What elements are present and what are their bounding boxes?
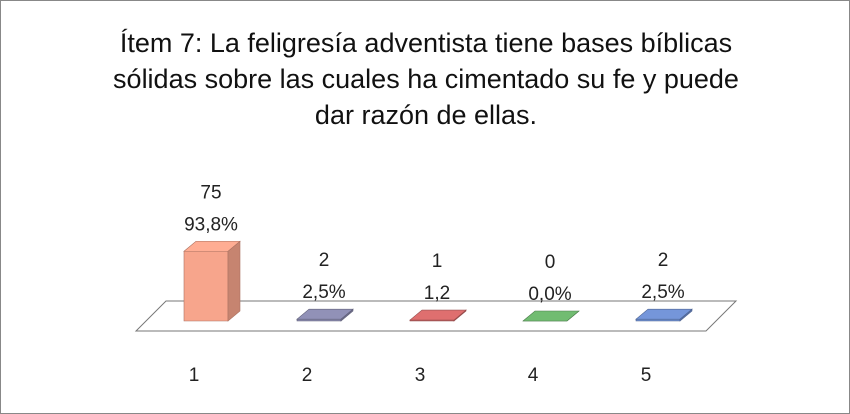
value-label: 2 bbox=[319, 250, 330, 271]
bar bbox=[409, 309, 467, 322]
chart-title: Ítem 7: La feligresía adventista tiene b… bbox=[113, 28, 739, 130]
value-label: 1 bbox=[432, 251, 443, 272]
x-tick-label: 1 bbox=[189, 365, 200, 386]
bar bbox=[183, 240, 241, 322]
bar-front bbox=[183, 250, 229, 322]
bar-top bbox=[409, 309, 467, 321]
bar-side bbox=[227, 240, 241, 322]
percent-label: 2,5% bbox=[302, 282, 345, 303]
bar-top bbox=[183, 240, 241, 252]
percent-label: 1,2 bbox=[424, 283, 450, 304]
value-label: 0 bbox=[545, 252, 556, 273]
x-tick-label: 2 bbox=[302, 365, 313, 386]
percent-label: 2,5% bbox=[641, 282, 684, 303]
x-tick-label: 3 bbox=[415, 365, 426, 386]
bar-top bbox=[635, 308, 693, 320]
bar bbox=[296, 308, 354, 322]
value-label: 75 bbox=[200, 182, 221, 203]
value-label: 2 bbox=[658, 250, 669, 271]
bar bbox=[522, 310, 580, 322]
bar-top bbox=[522, 310, 580, 322]
percent-label: 93,8% bbox=[184, 214, 238, 235]
x-tick-label: 4 bbox=[528, 365, 539, 386]
x-tick-label: 5 bbox=[641, 365, 652, 386]
bar bbox=[635, 308, 693, 322]
bar-top bbox=[296, 308, 354, 320]
percent-label: 0,0% bbox=[528, 284, 571, 305]
